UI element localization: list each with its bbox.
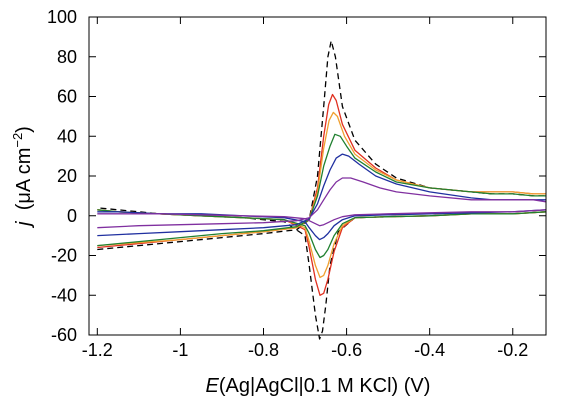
x-axis-label-symbol: E xyxy=(206,375,220,397)
x-tick-label: -0.6 xyxy=(331,340,362,360)
y-tick-label: 100 xyxy=(47,7,77,27)
series-3-forward-scan-line xyxy=(97,111,546,247)
series-4-reverse-scan-line xyxy=(97,209,547,259)
y-axis-label-symbol: j xyxy=(13,221,35,229)
series-5-forward-scan-line xyxy=(97,153,546,237)
series-6-forward-scan-line xyxy=(97,177,547,229)
y-axis-label-close: ) xyxy=(13,126,35,133)
y-tick-label: 0 xyxy=(67,206,77,226)
series-2-reverse-scan-line xyxy=(97,209,547,296)
y-axis-label-open: ( xyxy=(13,203,35,221)
y-tick-label: 40 xyxy=(57,126,77,146)
ticks-layer: -1.2 -1 -0.8 -0.6 -0.4 -0.2 -60 -40 -20 0 20 40 60 80… xyxy=(47,7,546,360)
y-axis-label: j (μA cm−2) xyxy=(10,126,35,229)
y-tick-label: 60 xyxy=(57,87,77,107)
x-tick-label: -0.2 xyxy=(497,340,528,360)
y-axis-label-unit: A cm xyxy=(13,148,35,192)
series-1-forward-scan-line xyxy=(97,40,546,251)
x-axis-label-text: (Ag|AgCl|0.1 M KCl) (V) xyxy=(219,375,431,397)
y-tick-label: 20 xyxy=(57,166,77,186)
y-tick-label: -20 xyxy=(51,246,77,266)
y-axis-label-exponent: −2 xyxy=(10,133,25,148)
y-tick-label: 80 xyxy=(57,47,77,67)
series-3-reverse-scan-line xyxy=(97,209,547,279)
x-tick-label: -0.4 xyxy=(414,340,445,360)
series-1-reverse-scan-line xyxy=(97,207,547,340)
series-5-reverse-scan-line xyxy=(97,209,547,241)
x-tick-label: -1.2 xyxy=(82,340,113,360)
series-6-reverse-scan-line xyxy=(97,209,547,227)
x-tick-label: -1 xyxy=(172,340,188,360)
series-4-forward-scan-line xyxy=(97,133,546,247)
y-tick-label: -40 xyxy=(51,285,77,305)
series-layer xyxy=(97,40,547,340)
x-tick-label: -0.8 xyxy=(248,340,279,360)
x-axis-label: E(Ag|AgCl|0.1 M KCl) (V) xyxy=(206,375,431,397)
y-axis-label-mu: μ xyxy=(13,192,35,204)
y-tick-label: -60 xyxy=(51,325,77,345)
